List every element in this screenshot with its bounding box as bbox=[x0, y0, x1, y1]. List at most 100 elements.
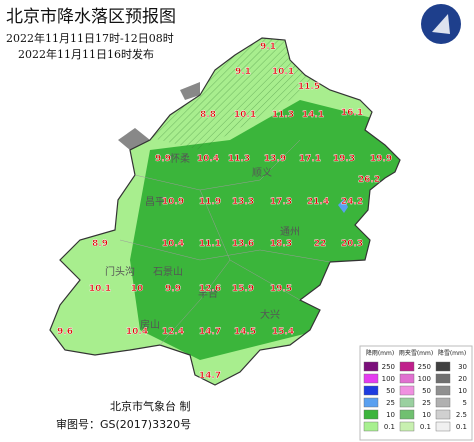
legend-label: 250 bbox=[382, 363, 395, 371]
rain-value: 11.5 bbox=[298, 82, 320, 92]
legend-swatch bbox=[435, 397, 451, 408]
district-name: 大兴 bbox=[260, 308, 280, 321]
legend-title: 降雨(mm) bbox=[366, 349, 394, 357]
rain-value: 21.4 bbox=[307, 197, 329, 207]
legend-title: 降雪(mm) bbox=[438, 349, 466, 357]
legend-swatch bbox=[435, 361, 451, 372]
legend-swatch bbox=[399, 361, 415, 372]
rain-value: 11.3 bbox=[228, 154, 250, 164]
rain-value: 9.6 bbox=[57, 327, 73, 337]
legend-swatch bbox=[363, 361, 379, 372]
rain-value: 10.4 bbox=[162, 239, 184, 249]
rain-value: 10.4 bbox=[126, 327, 148, 337]
rain-value: 15.4 bbox=[272, 327, 294, 337]
logo bbox=[421, 4, 461, 44]
district-lines bbox=[119, 139, 331, 346]
rain-value: 20.3 bbox=[341, 239, 363, 249]
rain-value: 10.1 bbox=[234, 110, 256, 120]
legend-label: 250 bbox=[418, 363, 431, 371]
legend-label: 100 bbox=[418, 375, 431, 383]
rain-value: 24.2 bbox=[341, 197, 363, 207]
maker: 北京市气象台 制 bbox=[110, 399, 191, 413]
legend-swatch bbox=[435, 385, 451, 396]
rain-value: 13.6 bbox=[232, 239, 254, 249]
district-name: 房山 bbox=[140, 318, 160, 331]
rain-value: 22 bbox=[314, 239, 327, 249]
rain-value: 13.9 bbox=[264, 154, 286, 164]
rain-value: 13.3 bbox=[232, 197, 254, 207]
legend-swatch bbox=[435, 421, 451, 432]
legend-label: 50 bbox=[422, 387, 431, 395]
rain-value: 16.1 bbox=[341, 108, 363, 118]
rain-value: 9.1 bbox=[260, 42, 276, 52]
legend-label: 5 bbox=[463, 399, 467, 407]
rain-value: 10 bbox=[131, 284, 144, 294]
rain-value: 12.6 bbox=[199, 284, 221, 294]
approval: 审图号：GS(2017)3320号 bbox=[56, 417, 191, 431]
rain-value: 19.3 bbox=[333, 154, 355, 164]
legend-label: 0.1 bbox=[384, 423, 395, 431]
legend-label: 30 bbox=[458, 363, 467, 371]
legend-label: 100 bbox=[382, 375, 395, 383]
legend-label: 0.1 bbox=[456, 423, 467, 431]
map bbox=[50, 38, 400, 385]
legend-swatch bbox=[399, 385, 415, 396]
legend-box bbox=[359, 345, 473, 441]
rain-heavy bbox=[338, 199, 348, 213]
legend-label: 10 bbox=[386, 411, 395, 419]
title: 北京市降水落区预报图 bbox=[6, 7, 176, 27]
rain-value: 17.1 bbox=[299, 154, 321, 164]
rain-value: 8.8 bbox=[200, 110, 216, 120]
district-name: 顺义 bbox=[252, 167, 272, 179]
rain-value: 12.4 bbox=[162, 327, 184, 337]
rain-value: 14.5 bbox=[234, 327, 256, 337]
rain-value: 26.2 bbox=[358, 175, 380, 185]
rain-value: 9.9 bbox=[155, 154, 171, 164]
district-name: 昌平 bbox=[145, 196, 165, 208]
legend-swatch bbox=[363, 409, 379, 420]
rain-value: 9.9 bbox=[165, 284, 181, 294]
legend-swatch bbox=[399, 421, 415, 432]
rain-value: 17.3 bbox=[270, 197, 292, 207]
district-name: 丰台 bbox=[198, 287, 218, 300]
legend-swatch bbox=[363, 385, 379, 396]
issued: 2022年11月11日16时发布 bbox=[18, 47, 154, 61]
period: 2022年11月11日17时-12日08时 bbox=[6, 31, 174, 45]
district-name: 通州 bbox=[280, 226, 300, 238]
legend-swatch bbox=[363, 397, 379, 408]
legend-swatch bbox=[399, 373, 415, 384]
rain-value: 10.4 bbox=[197, 154, 219, 164]
rain-value: 18.3 bbox=[270, 239, 292, 249]
legend-swatch bbox=[435, 373, 451, 384]
legend-label: 10 bbox=[458, 387, 467, 395]
legend-label: 0.1 bbox=[420, 423, 431, 431]
rain-value: 14.1 bbox=[302, 110, 324, 120]
rain-value: 19.9 bbox=[370, 154, 392, 164]
neighbor-area bbox=[118, 82, 200, 150]
legend-label: 2.5 bbox=[456, 411, 467, 419]
rain-value: 14.7 bbox=[199, 371, 221, 381]
legend-swatch bbox=[435, 409, 451, 420]
rain-value: 8.9 bbox=[92, 239, 108, 249]
rain-value: 11.3 bbox=[272, 110, 294, 120]
rain-value: 11.9 bbox=[199, 197, 221, 207]
district-name: 石景山 bbox=[153, 266, 183, 278]
district-name: 怀柔 bbox=[170, 153, 190, 165]
rain-value: 10.1 bbox=[89, 284, 111, 294]
legend-label: 20 bbox=[458, 375, 467, 383]
rain-value: 9.1 bbox=[235, 67, 251, 77]
rain-value: 15.9 bbox=[232, 284, 254, 294]
rain-value: 11.1 bbox=[199, 239, 221, 249]
rain-value: 10.1 bbox=[272, 67, 294, 77]
rain-value: 14.7 bbox=[199, 327, 221, 337]
rain-value: 19.5 bbox=[270, 284, 292, 294]
legend-swatch bbox=[363, 421, 379, 432]
legend-label: 25 bbox=[422, 399, 431, 407]
rain-value: 10.9 bbox=[162, 197, 184, 207]
legend-label: 50 bbox=[386, 387, 395, 395]
legend-swatch bbox=[399, 409, 415, 420]
legend-title: 雨夹雪(mm) bbox=[399, 349, 433, 357]
legend-label: 25 bbox=[386, 399, 395, 407]
legend-swatch bbox=[399, 397, 415, 408]
legend-label: 10 bbox=[422, 411, 431, 419]
